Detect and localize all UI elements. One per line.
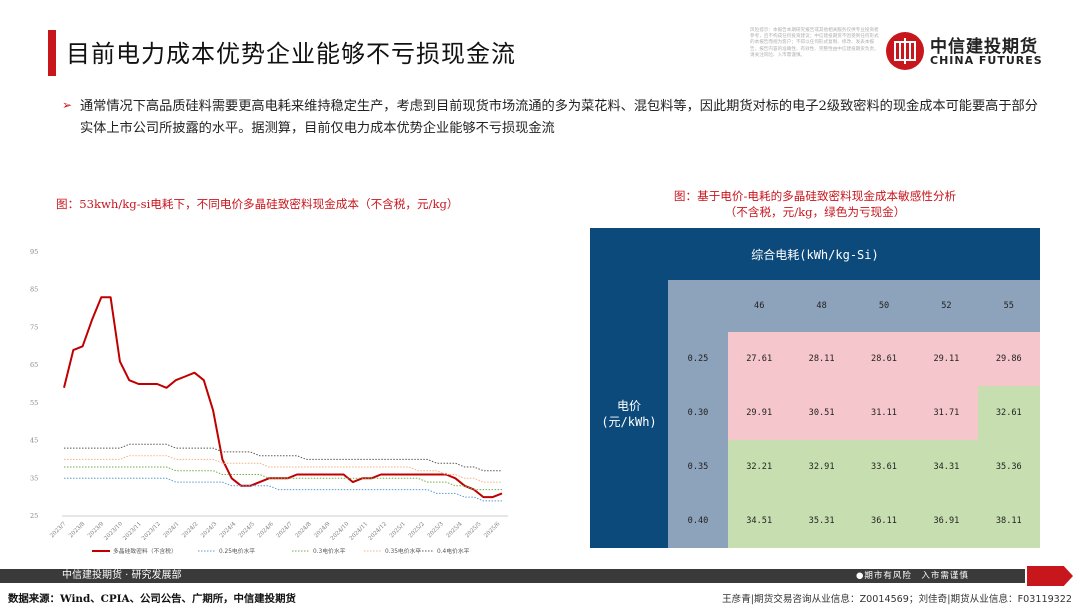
table-cell: 33.61	[852, 440, 916, 494]
legend-label: 0.35电价水平	[385, 547, 421, 555]
y-tick-label: 65	[30, 361, 38, 369]
table-cell: 28.11	[790, 332, 853, 386]
column-header: 50	[852, 280, 916, 332]
y-tick-label: 95	[30, 248, 38, 256]
row-header: 0.35	[668, 440, 728, 494]
legend-label: 0.3电价水平	[313, 547, 346, 555]
table-cell: 32.91	[790, 440, 853, 494]
series-line	[63, 296, 503, 499]
legend-label: 多晶硅致密料（不含税）	[113, 547, 177, 555]
left-header-line-1: 电价	[616, 399, 641, 413]
table-cell: 35.36	[977, 440, 1040, 494]
table-cell: 35.31	[790, 494, 853, 548]
table-cell: 31.71	[915, 386, 978, 440]
author-info: 王彦青|期货交易咨询从业信息：Z0014569；刘佳奇|期货从业信息：F0311…	[722, 594, 1072, 605]
footer-risk-note: ●期市有风险 入市需谨慎	[856, 571, 969, 581]
table-left-header: 电价 (元/kWh)	[590, 280, 668, 548]
footer-bar	[0, 569, 1025, 583]
left-header-line-2: (元/kWh)	[601, 415, 657, 429]
x-tick-label: 2023/7	[49, 521, 67, 539]
logo-chinese-name: 中信建投期货	[930, 37, 1038, 57]
table-top-header: 综合电耗(kWh/kg-Si)	[590, 228, 1040, 280]
series-line	[64, 466, 502, 491]
table-cell: 30.51	[790, 386, 853, 440]
x-tick-label: 2024/11	[349, 521, 370, 542]
table-cell: 27.61	[728, 332, 791, 386]
table-cell: 29.86	[977, 332, 1040, 386]
y-tick-label: 85	[30, 286, 38, 294]
x-tick-label: 2025/4	[446, 521, 464, 539]
table-corner	[668, 280, 728, 332]
x-tick-label: 2024/4	[219, 521, 237, 539]
chart-title: 图：53kwh/kg-si电耗下，不同电价多晶硅致密料现金成本（不含税，元/kg…	[56, 197, 459, 211]
legend-label: 0.4电价水平	[437, 547, 470, 555]
x-tick-label: 2023/12	[141, 521, 162, 542]
row-header: 0.40	[668, 494, 728, 548]
column-header: 52	[915, 280, 978, 332]
x-tick-label: 2023/9	[87, 521, 105, 539]
y-tick-label: 45	[30, 437, 38, 445]
x-tick-label: 2023/8	[68, 521, 86, 539]
table-cell: 29.11	[915, 332, 978, 386]
x-tick-label: 2024/3	[200, 521, 218, 539]
x-tick-label: 2024/10	[330, 521, 351, 542]
x-tick-label: 2024/6	[257, 521, 275, 539]
bullet-arrow-icon: ➢	[62, 98, 73, 112]
table-cell: 28.61	[852, 332, 916, 386]
x-tick-label: 2023/10	[103, 521, 124, 542]
y-tick-label: 75	[30, 323, 38, 331]
column-header: 48	[790, 280, 853, 332]
x-tick-label: 2024/12	[368, 521, 389, 542]
table-cell: 31.11	[852, 386, 916, 440]
footer-arrow-icon	[1027, 566, 1073, 586]
bullet-text: 通常情况下高品质硅料需要更高电耗来维持稳定生产，考虑到目前现货市场流通的多为菜花…	[80, 99, 1038, 136]
x-tick-label: 2023/11	[122, 521, 143, 542]
x-tick-label: 2025/1	[389, 521, 407, 539]
column-header: 55	[977, 280, 1040, 332]
x-tick-label: 2025/6	[483, 521, 501, 539]
table-cell: 36.11	[852, 494, 916, 548]
table-cell: 32.61	[977, 386, 1040, 440]
y-tick-label: 55	[30, 399, 38, 407]
x-tick-label: 2024/2	[181, 521, 199, 539]
row-header: 0.30	[668, 386, 728, 440]
x-tick-label: 2024/1	[162, 521, 180, 539]
y-tick-label: 25	[30, 512, 38, 520]
table-cell: 34.51	[728, 494, 791, 548]
logo-emblem-icon	[886, 32, 924, 70]
table-cell: 32.21	[728, 440, 791, 494]
series-line	[64, 477, 502, 502]
table-title-line-1: 图：基于电价-电耗的多晶硅致密料现金成本敏感性分析	[673, 189, 957, 203]
footer-department: 中信建投期货 · 研究发展部	[62, 570, 182, 581]
x-tick-label: 2024/9	[313, 521, 331, 539]
risk-disclaimer: 风险提示：本报告本期研究报告或其他相关服务仅供专业投资者参考，且不构成任何投资建…	[750, 28, 879, 58]
logo-english-name: CHINA FUTURES	[930, 54, 1043, 67]
table-cell: 34.31	[915, 440, 978, 494]
x-tick-label: 2024/7	[276, 521, 294, 539]
table-cell: 38.11	[977, 494, 1040, 548]
title-accent-bar	[48, 30, 56, 76]
company-logo: 中信建投期货 CHINA FUTURES	[886, 30, 1046, 72]
table-title: 图：基于电价-电耗的多晶硅致密料现金成本敏感性分析 （不含税，元/kg，绿色为亏…	[600, 188, 1030, 220]
data-source: 数据来源：Wind、CPIA、公司公告、广期所，中信建投期货	[8, 593, 296, 605]
table-cell: 36.91	[915, 494, 978, 548]
sensitivity-table: 综合电耗(kWh/kg-Si) 电价 (元/kWh) 46 48 50 52 55 0.25 27…	[590, 228, 1040, 548]
column-header: 46	[728, 280, 791, 332]
legend-label: 0.25电价水平	[219, 547, 255, 555]
series-line	[64, 443, 502, 472]
y-tick-label: 35	[30, 474, 38, 482]
x-tick-label: 2024/5	[238, 521, 256, 539]
table-title-line-2: （不含税，元/kg，绿色为亏现金）	[724, 205, 906, 219]
x-tick-label: 2024/8	[295, 521, 313, 539]
x-tick-label: 2025/2	[408, 521, 426, 539]
page-title: 目前电力成本优势企业能够不亏损现金流	[66, 40, 516, 68]
x-tick-label: 2025/5	[464, 521, 482, 539]
x-tick-label: 2025/3	[427, 521, 445, 539]
table-cell: 29.91	[728, 386, 791, 440]
row-header: 0.25	[668, 332, 728, 386]
